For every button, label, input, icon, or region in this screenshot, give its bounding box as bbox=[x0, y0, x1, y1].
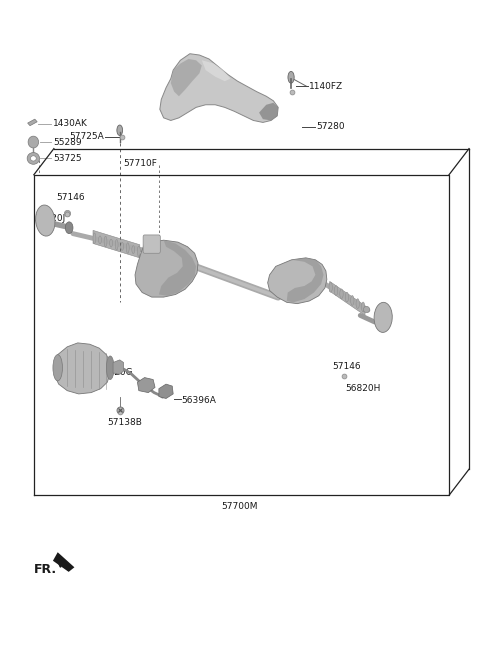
Ellipse shape bbox=[374, 302, 392, 332]
Ellipse shape bbox=[31, 156, 36, 161]
Ellipse shape bbox=[27, 152, 39, 164]
Polygon shape bbox=[171, 59, 202, 97]
Polygon shape bbox=[259, 102, 278, 120]
Polygon shape bbox=[113, 360, 123, 374]
FancyBboxPatch shape bbox=[143, 235, 160, 253]
Text: 56320G: 56320G bbox=[97, 369, 132, 378]
Ellipse shape bbox=[93, 233, 96, 244]
Polygon shape bbox=[202, 60, 230, 81]
Polygon shape bbox=[287, 258, 324, 302]
Polygon shape bbox=[160, 54, 278, 122]
Text: 57280: 57280 bbox=[316, 122, 345, 131]
Polygon shape bbox=[159, 384, 173, 399]
Polygon shape bbox=[159, 240, 196, 296]
Text: 56820H: 56820H bbox=[345, 384, 380, 393]
Ellipse shape bbox=[361, 302, 365, 312]
Ellipse shape bbox=[132, 246, 135, 254]
Polygon shape bbox=[93, 231, 140, 258]
Text: 1140FZ: 1140FZ bbox=[309, 82, 343, 91]
Polygon shape bbox=[53, 553, 74, 572]
Text: 53725: 53725 bbox=[53, 154, 82, 163]
Ellipse shape bbox=[115, 240, 118, 250]
Polygon shape bbox=[55, 343, 110, 394]
Ellipse shape bbox=[356, 299, 360, 309]
Polygon shape bbox=[268, 258, 327, 304]
Text: 56820J: 56820J bbox=[34, 214, 65, 223]
Ellipse shape bbox=[98, 236, 101, 244]
Text: 1430AK: 1430AK bbox=[53, 119, 88, 128]
Ellipse shape bbox=[104, 237, 107, 247]
Ellipse shape bbox=[36, 205, 55, 236]
Ellipse shape bbox=[65, 222, 73, 234]
Ellipse shape bbox=[350, 296, 354, 306]
Polygon shape bbox=[28, 119, 37, 125]
Ellipse shape bbox=[137, 246, 140, 256]
Text: 57146: 57146 bbox=[332, 362, 361, 371]
Polygon shape bbox=[135, 240, 198, 297]
Polygon shape bbox=[137, 378, 155, 393]
Polygon shape bbox=[330, 281, 365, 315]
Text: FR.: FR. bbox=[34, 563, 57, 576]
Text: 56396A: 56396A bbox=[182, 396, 216, 405]
Ellipse shape bbox=[126, 243, 129, 253]
Text: 57146: 57146 bbox=[56, 193, 85, 202]
Ellipse shape bbox=[329, 283, 332, 292]
Ellipse shape bbox=[109, 239, 112, 247]
Ellipse shape bbox=[288, 72, 294, 83]
Text: 55289: 55289 bbox=[53, 137, 82, 147]
Text: 57700M: 57700M bbox=[222, 502, 258, 511]
Ellipse shape bbox=[117, 125, 122, 135]
Ellipse shape bbox=[28, 136, 38, 148]
Ellipse shape bbox=[53, 355, 62, 381]
Text: 57138B: 57138B bbox=[108, 419, 142, 427]
Text: 57725A: 57725A bbox=[69, 132, 104, 141]
Ellipse shape bbox=[340, 289, 343, 299]
Ellipse shape bbox=[345, 292, 348, 302]
Ellipse shape bbox=[107, 356, 114, 380]
Text: 57710F: 57710F bbox=[123, 159, 157, 168]
Ellipse shape bbox=[335, 286, 338, 296]
Ellipse shape bbox=[121, 242, 124, 250]
